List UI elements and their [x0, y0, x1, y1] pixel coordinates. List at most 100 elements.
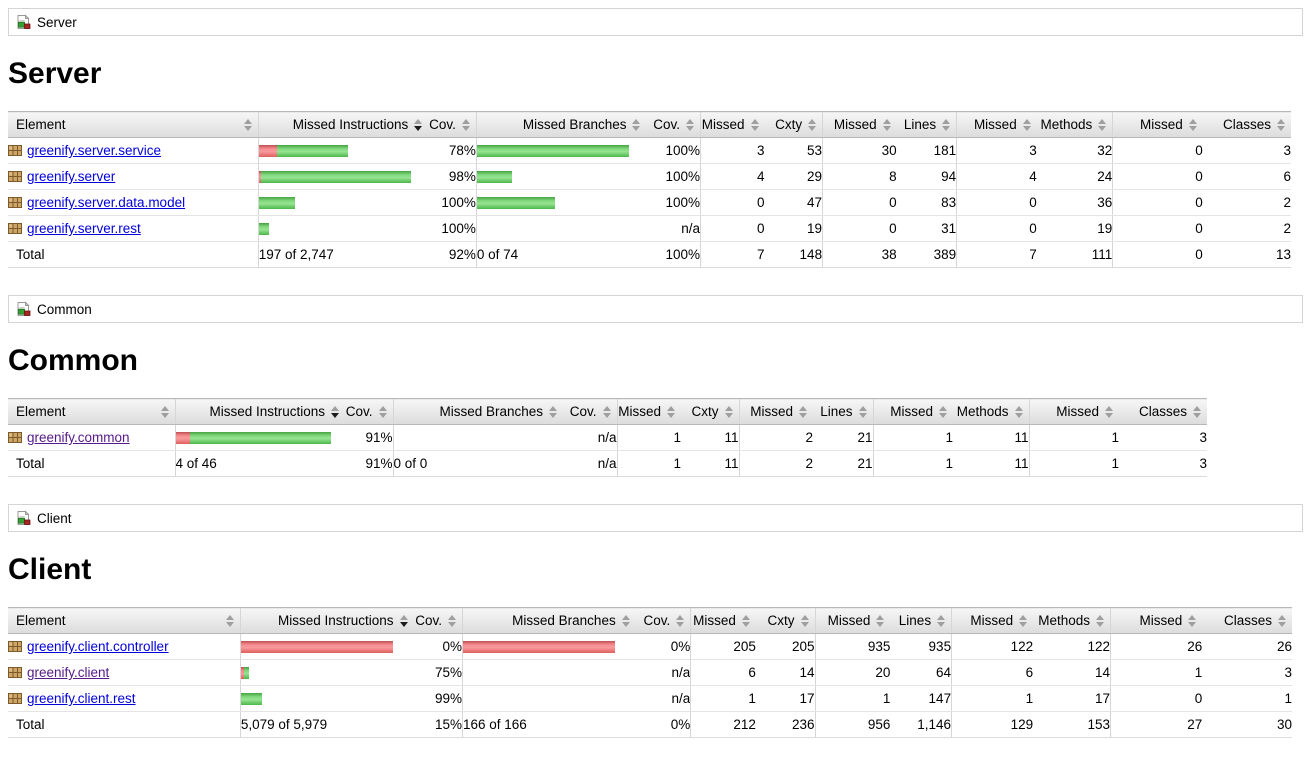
missed-branches-bar [392, 424, 563, 451]
package-link[interactable]: greenify.client.controller [27, 639, 169, 654]
package-link[interactable]: greenify.client.rest [27, 691, 136, 706]
lines-value: 147 [890, 685, 952, 712]
missed-classes-value: 0 [1112, 215, 1203, 242]
column-header-missed-classes[interactable]: Missed [1110, 607, 1203, 634]
missed-lines-value: 8 [822, 163, 897, 190]
column-header-missed-instructions[interactable]: Missed Instructions [174, 398, 345, 425]
column-header-element[interactable]: Element [8, 607, 241, 634]
column-header-classes[interactable]: Classes [1202, 111, 1291, 138]
cxty-value: 53 [764, 137, 823, 164]
missed-methods-value: 122 [951, 633, 1034, 660]
breadcrumb-label[interactable]: Server [37, 14, 77, 30]
breadcrumb-label[interactable]: Client [37, 510, 72, 526]
column-header-missed-methods[interactable]: Missed [956, 111, 1037, 138]
column-label: Cov. [643, 613, 671, 628]
column-header-missed-instructions[interactable]: Missed Instructions [257, 111, 429, 138]
instruction-coverage-value: 75% [413, 659, 463, 686]
column-header-element[interactable]: Element [8, 398, 175, 425]
total-cxty-value: 236 [755, 711, 816, 738]
package-link[interactable]: greenify.server.service [27, 143, 162, 158]
package-link[interactable]: greenify.server.rest [27, 221, 141, 236]
total-classes-value: 3 [1119, 450, 1207, 477]
missed-classes-value: 0 [1112, 163, 1203, 190]
column-header-lines[interactable]: Lines [896, 111, 957, 138]
element-cell: greenify.server.data.model [8, 189, 259, 216]
column-header-missed-cxty[interactable]: Missed [616, 398, 681, 425]
breadcrumb: Client [8, 504, 1303, 532]
package-link[interactable]: greenify.server.data.model [27, 195, 186, 210]
column-header-missed-lines[interactable]: Missed [738, 398, 813, 425]
cxty-value: 17 [755, 685, 816, 712]
column-header-missed-classes[interactable]: Missed [1028, 398, 1119, 425]
column-label: Missed [890, 404, 933, 419]
total-missed-classes-value: 27 [1110, 711, 1203, 738]
column-header-missed-lines[interactable]: Missed [822, 111, 897, 138]
column-header-missed-lines[interactable]: Missed [814, 607, 891, 634]
classes-value: 26 [1202, 633, 1292, 660]
column-label: Missed [973, 117, 1017, 132]
breadcrumb-label[interactable]: Common [37, 301, 92, 317]
missed-methods-value: 3 [956, 137, 1037, 164]
branch-coverage-value: n/a [635, 659, 691, 686]
column-header-missed-cxty[interactable]: Missed [690, 607, 756, 634]
classes-value: 3 [1202, 137, 1291, 164]
lines-value: 83 [896, 189, 957, 216]
column-label: Cov. [569, 404, 597, 419]
column-header-missed-instructions[interactable]: Missed Instructions [239, 607, 414, 634]
column-header-branch-coverage[interactable]: Cov. [635, 607, 691, 634]
sort-arrows-icon [1188, 118, 1197, 131]
column-header-lines[interactable]: Lines [813, 398, 873, 425]
column-header-element[interactable]: Element [8, 111, 259, 138]
column-header-lines[interactable]: Lines [890, 607, 952, 634]
missed-instructions-bar [239, 633, 414, 660]
column-label: Missed [750, 404, 793, 419]
package-link[interactable]: greenify.common [27, 430, 130, 445]
cxty-value: 19 [764, 215, 823, 242]
column-header-cxty[interactable]: Cxty [764, 111, 823, 138]
sort-arrows-icon [1105, 405, 1113, 418]
total-lines-value: 389 [896, 241, 957, 268]
column-header-methods[interactable]: Methods [1033, 607, 1111, 634]
column-label: Missed Branches [439, 404, 543, 419]
column-header-branch-coverage[interactable]: Cov. [646, 111, 701, 138]
column-header-classes[interactable]: Classes [1119, 398, 1207, 425]
column-header-methods[interactable]: Methods [953, 398, 1029, 425]
column-header-instruction-coverage[interactable]: Cov. [413, 607, 463, 634]
coverage-report-icon [15, 301, 31, 317]
column-header-cxty[interactable]: Cxty [681, 398, 739, 425]
column-header-instruction-coverage[interactable]: Cov. [428, 111, 477, 138]
missed-classes-value: 0 [1110, 685, 1203, 712]
missed-lines-value: 30 [822, 137, 897, 164]
column-header-missed-branches[interactable]: Missed Branches [461, 607, 636, 634]
total-cxty-value: 11 [681, 450, 739, 477]
column-header-missed-classes[interactable]: Missed [1112, 111, 1203, 138]
sort-arrows-icon [621, 614, 630, 627]
column-header-methods[interactable]: Methods [1036, 111, 1113, 138]
package-link[interactable]: greenify.client [27, 665, 110, 680]
column-header-missed-cxty[interactable]: Missed [699, 111, 765, 138]
column-header-cxty[interactable]: Cxty [755, 607, 816, 634]
missed-lines-value: 20 [814, 659, 891, 686]
column-header-classes[interactable]: Classes [1202, 607, 1292, 634]
covered-bar-segment [477, 144, 629, 157]
sort-arrows-icon [602, 405, 611, 418]
branch-coverage-value: n/a [646, 215, 701, 242]
column-header-missed-branches[interactable]: Missed Branches [392, 398, 563, 425]
missed-instructions-bar [257, 163, 429, 190]
column-label: Missed [827, 613, 871, 628]
total-missed-lines-value: 38 [822, 241, 897, 268]
instruction-coverage-value: 100% [428, 189, 477, 216]
branch-coverage-value: n/a [563, 424, 617, 451]
column-header-missed-branches[interactable]: Missed Branches [475, 111, 647, 138]
column-header-instruction-coverage[interactable]: Cov. [345, 398, 393, 425]
instruction-coverage-value: 0% [413, 633, 463, 660]
missed-methods-value: 0 [956, 189, 1037, 216]
methods-value: 14 [1033, 659, 1111, 686]
package-icon [8, 222, 23, 235]
column-header-missed-methods[interactable]: Missed [872, 398, 953, 425]
column-header-missed-methods[interactable]: Missed [951, 607, 1034, 634]
package-link[interactable]: greenify.server [27, 169, 116, 184]
column-header-branch-coverage[interactable]: Cov. [563, 398, 617, 425]
sort-arrows-icon [882, 118, 891, 131]
sort-arrows-icon [667, 405, 675, 418]
